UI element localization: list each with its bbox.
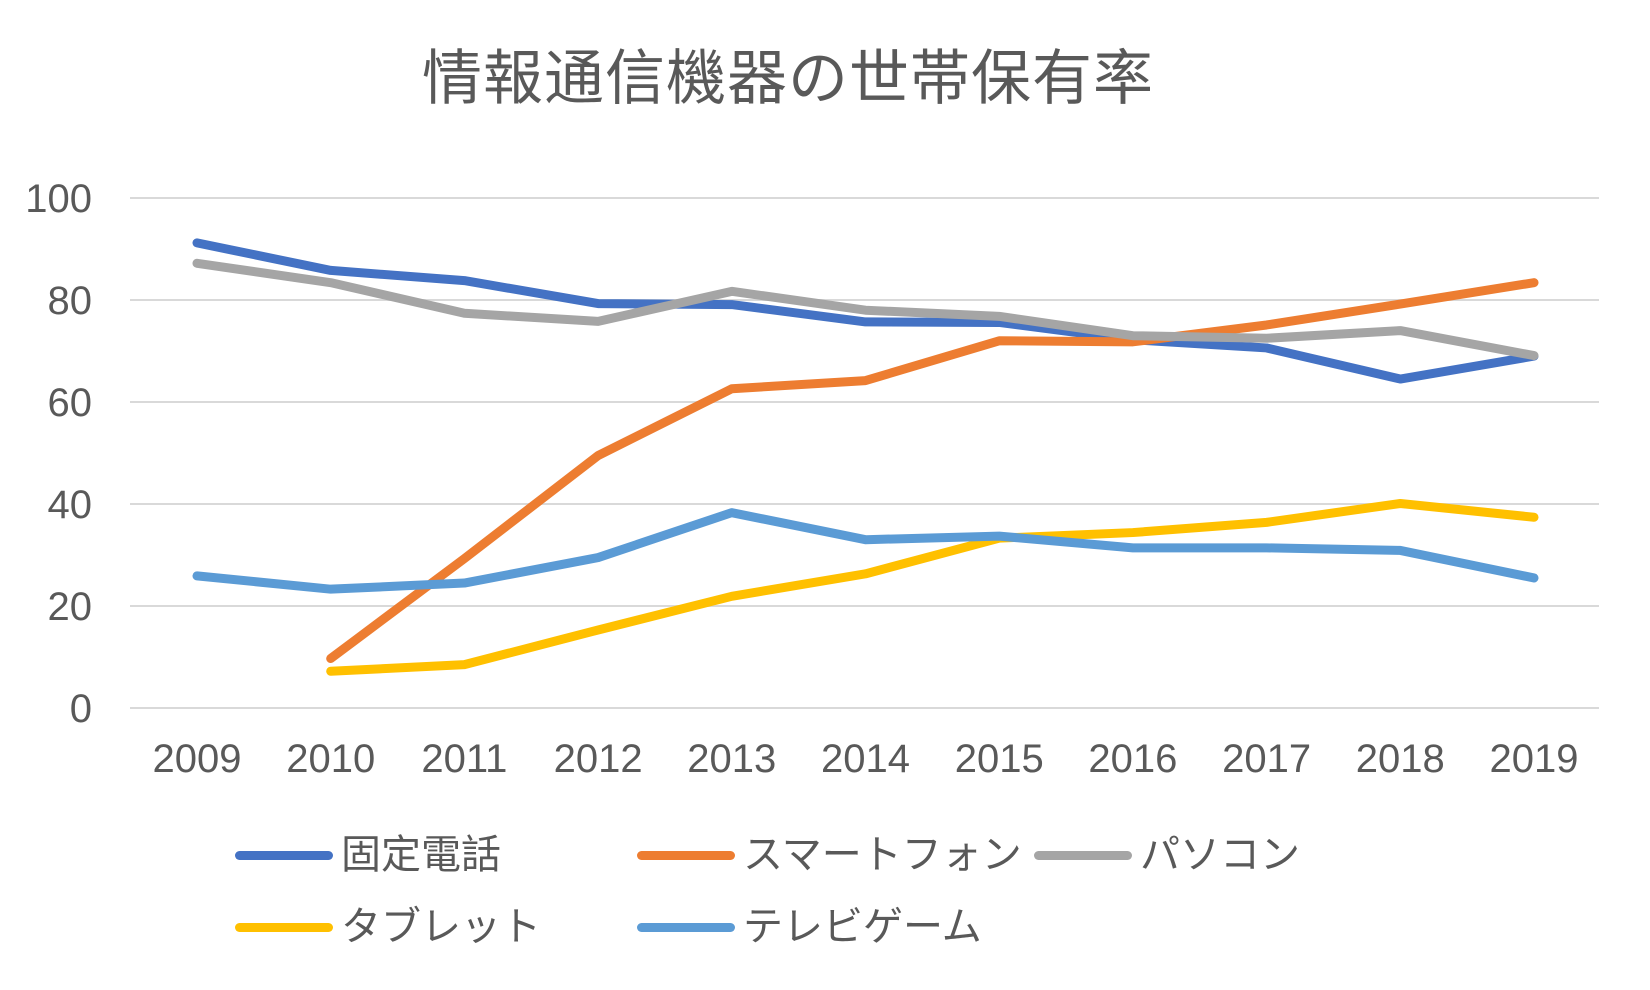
x-axis-label: 2017	[1222, 737, 1311, 781]
x-axis-label: 2019	[1490, 737, 1579, 781]
y-axis-label: 40	[48, 483, 93, 527]
x-axis-label: 2015	[955, 737, 1044, 781]
series-line-tablet	[326, 498, 1539, 676]
x-axis-label: 2009	[153, 737, 242, 781]
y-axis-label: 60	[48, 381, 93, 425]
y-axis-label: 20	[48, 585, 93, 629]
y-axis-label: 100	[25, 177, 92, 221]
x-axis-label: 2011	[421, 737, 507, 781]
x-axis-label: 2018	[1356, 737, 1445, 781]
series-line-fixed-phone	[192, 238, 1539, 384]
x-axis-label: 2013	[687, 737, 776, 781]
chart-title: 情報通信機器の世帯保有率	[422, 45, 1154, 112]
series-line-smartphone	[326, 278, 1539, 664]
x-axis-label: 2014	[821, 737, 910, 781]
y-axis-label: 0	[70, 687, 92, 731]
x-axis-label: 2016	[1088, 737, 1177, 781]
y-axis-label: 80	[48, 279, 93, 323]
x-axis-label: 2010	[286, 737, 375, 781]
x-axis-label: 2012	[554, 737, 643, 781]
series-line-tv-game	[192, 508, 1539, 594]
series-line-pc	[192, 258, 1539, 361]
